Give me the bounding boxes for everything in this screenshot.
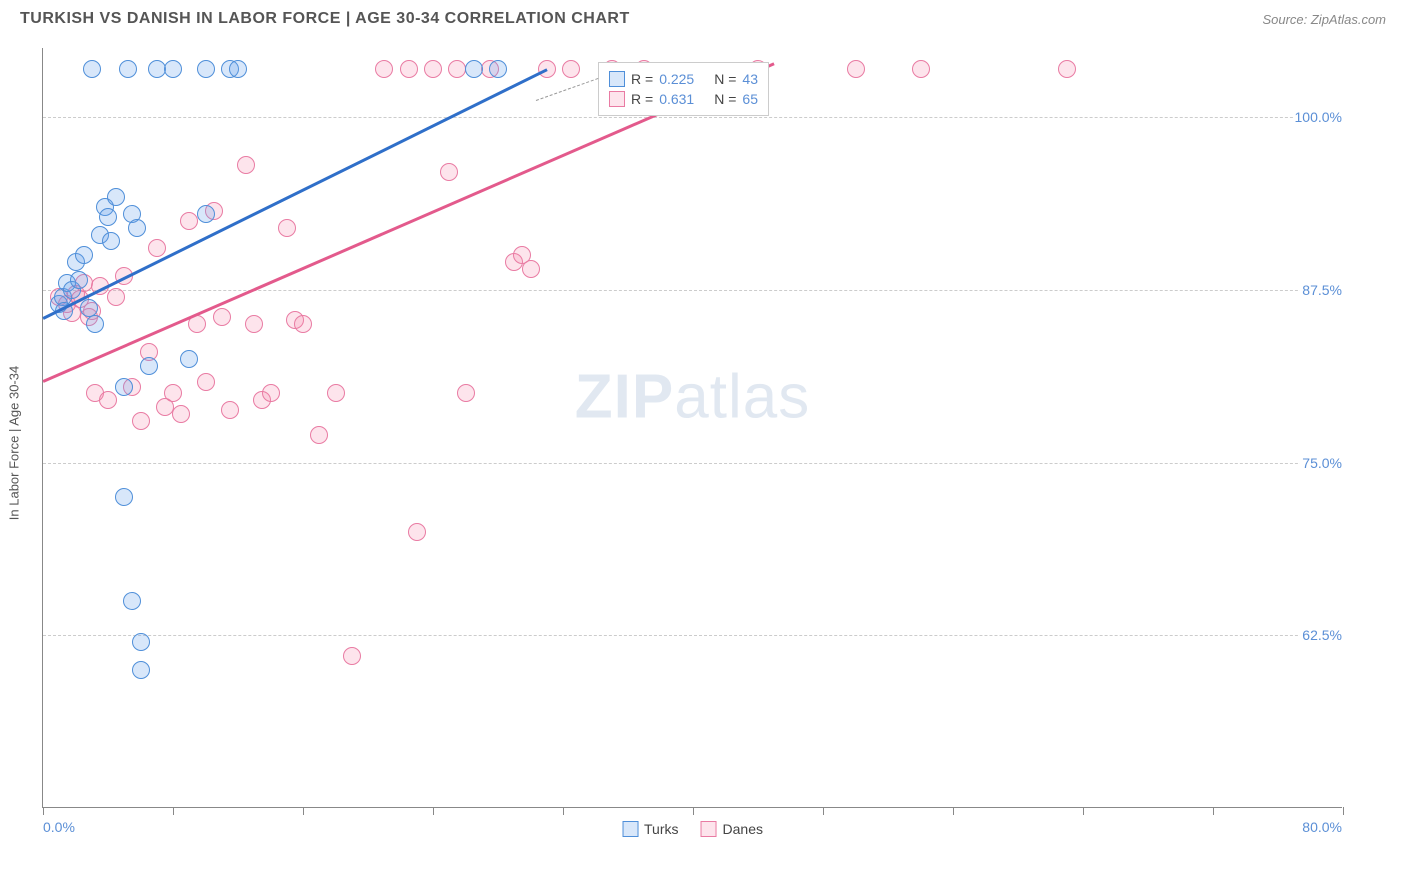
y-tick-label: 62.5% [1300,627,1344,643]
correlation-legend: R = 0.225 N = 43 R = 0.631 N = 65 [598,62,769,116]
data-point-turks [132,661,150,679]
data-point-danes [457,384,475,402]
data-point-danes [294,315,312,333]
data-point-danes [164,384,182,402]
data-point-danes [847,60,865,78]
x-tick [43,807,44,815]
data-point-turks [115,378,133,396]
data-point-turks [128,219,146,237]
r-value: 0.631 [659,91,694,107]
x-tick [173,807,174,815]
data-point-turks [102,232,120,250]
x-tick [563,807,564,815]
data-point-danes [375,60,393,78]
y-axis-title: In Labor Force | Age 30-34 [7,366,22,520]
x-tick [953,807,954,815]
x-origin-label: 0.0% [43,819,75,835]
data-point-danes [912,60,930,78]
data-point-turks [123,592,141,610]
n-value: 65 [742,91,758,107]
data-point-turks [180,350,198,368]
data-point-danes [522,260,540,278]
x-tick [1213,807,1214,815]
y-tick-label: 75.0% [1300,455,1344,471]
data-point-danes [213,308,231,326]
data-point-turks [86,315,104,333]
y-tick-label: 87.5% [1300,282,1344,298]
n-label: N = [714,71,736,87]
data-point-turks [99,208,117,226]
data-point-danes [237,156,255,174]
data-point-danes [107,288,125,306]
watermark: ZIPatlas [575,362,810,433]
data-point-danes [132,412,150,430]
data-point-turks [140,357,158,375]
legend-label: Turks [644,821,678,837]
legend-label: Danes [723,821,763,837]
y-tick-label: 100.0% [1293,109,1344,125]
data-point-turks [83,60,101,78]
data-point-danes [1058,60,1076,78]
legend-row: R = 0.225 N = 43 [609,69,758,89]
data-point-danes [262,384,280,402]
n-value: 43 [742,71,758,87]
data-point-turks [119,60,137,78]
r-label: R = [631,91,653,107]
legend-swatch [609,91,625,107]
data-point-danes [278,219,296,237]
data-point-turks [80,299,98,317]
data-point-danes [148,239,166,257]
data-point-turks [75,246,93,264]
grid-line-y [43,117,1343,118]
data-point-turks [465,60,483,78]
x-tick [1083,807,1084,815]
data-point-danes [424,60,442,78]
data-point-danes [221,401,239,419]
data-point-turks [229,60,247,78]
legend-row: R = 0.631 N = 65 [609,89,758,109]
data-point-danes [310,426,328,444]
grid-line-y [43,290,1343,291]
data-point-danes [408,523,426,541]
chart-title: TURKISH VS DANISH IN LABOR FORCE | AGE 3… [20,10,630,28]
grid-line-y [43,463,1343,464]
legend-item-danes[interactable]: Danes [701,821,763,837]
data-point-danes [197,373,215,391]
legend-swatch [609,71,625,87]
data-point-turks [164,60,182,78]
x-max-label: 80.0% [1302,819,1342,835]
data-point-danes [440,163,458,181]
data-point-turks [197,60,215,78]
r-value: 0.225 [659,71,694,87]
data-point-danes [99,391,117,409]
data-point-turks [132,633,150,651]
data-point-turks [70,271,88,289]
plot-area: ZIPatlas 100.0%87.5%75.0%62.5%0.0%80.0%R… [42,48,1342,808]
data-point-danes [172,405,190,423]
r-label: R = [631,71,653,87]
data-point-turks [107,188,125,206]
chart-container: ZIPatlas 100.0% 87.5% 75.0% 62.5% 0.0% 80.0% R… [42,48,1387,838]
data-point-danes [562,60,580,78]
x-tick [1343,807,1344,815]
data-point-turks [489,60,507,78]
legend-item-turks[interactable]: Turks [622,821,678,837]
legend-swatch [622,821,638,837]
series-legend: Turks Danes [622,821,763,837]
grid-line-y [43,635,1343,636]
data-point-danes [327,384,345,402]
x-tick [693,807,694,815]
source-label: Source: ZipAtlas.com [1262,12,1386,27]
data-point-danes [343,647,361,665]
data-point-danes [400,60,418,78]
n-label: N = [714,91,736,107]
data-point-turks [115,488,133,506]
x-tick [303,807,304,815]
legend-swatch [701,821,717,837]
x-tick [433,807,434,815]
data-point-turks [197,205,215,223]
x-tick [823,807,824,815]
data-point-danes [245,315,263,333]
legend-leader-line [536,78,598,101]
